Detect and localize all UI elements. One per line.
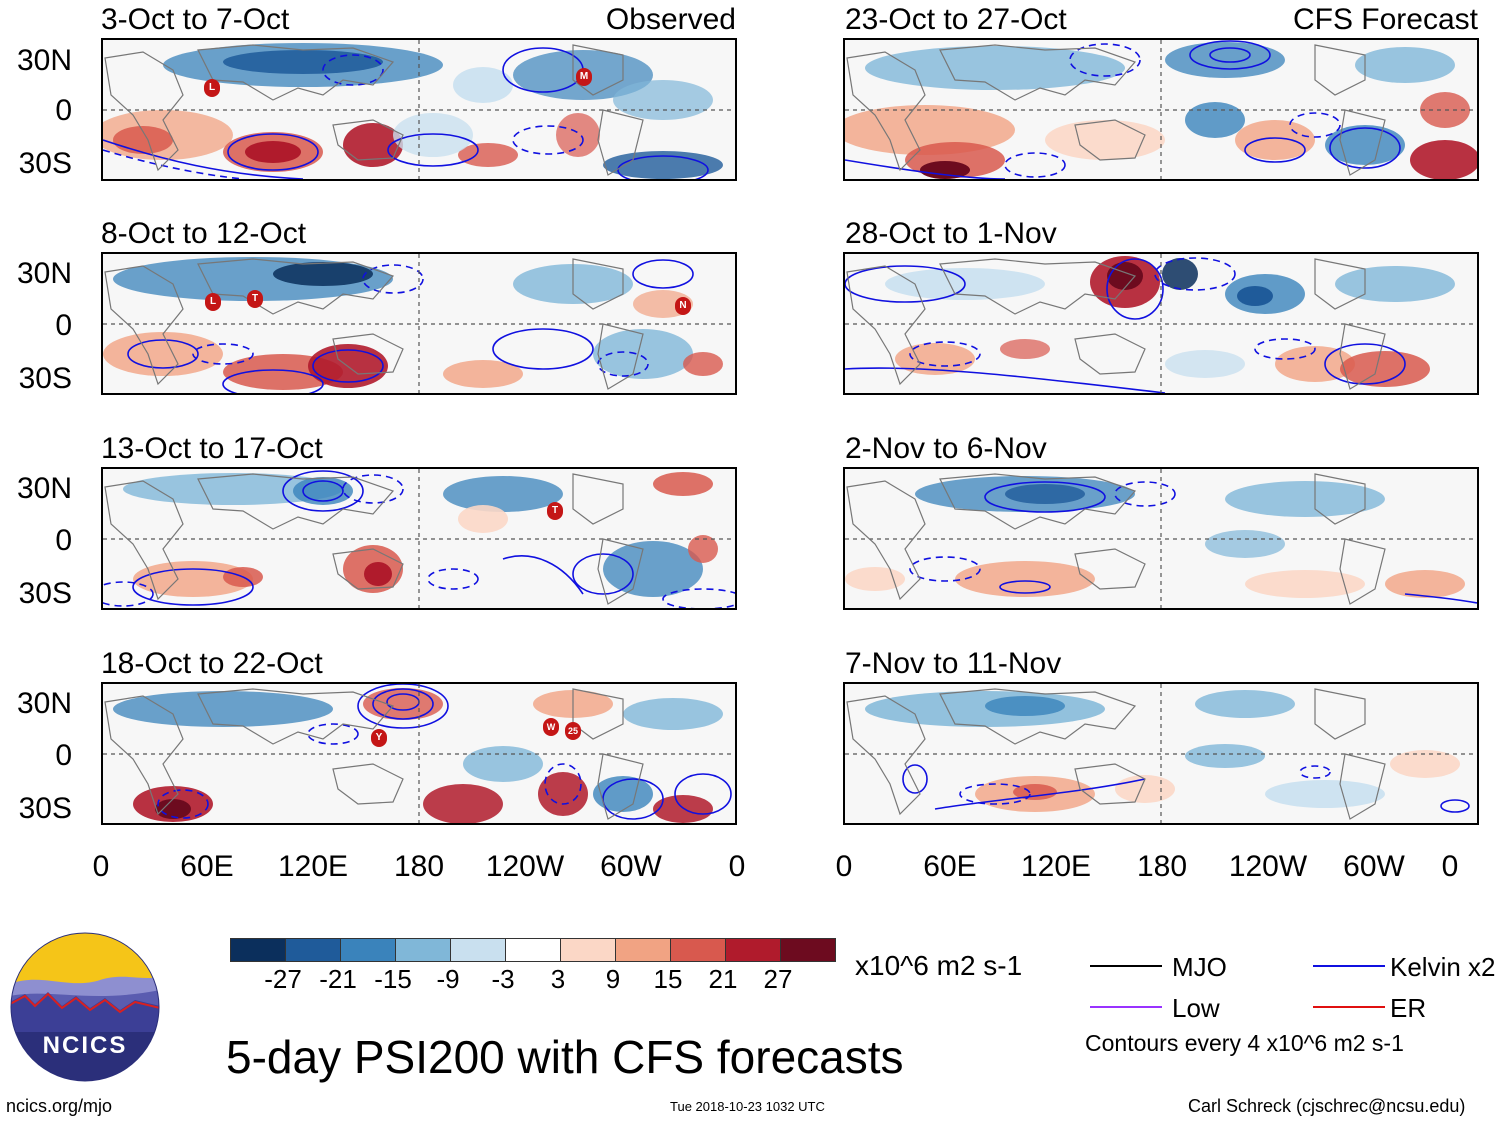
ncics-logo-icon bbox=[10, 932, 160, 1082]
colorbar-tick-8: 15 bbox=[653, 964, 683, 994]
ncics-logo-text: NCICS bbox=[42, 1032, 128, 1059]
lat-0-label-4: 0 bbox=[55, 739, 72, 772]
lon-60e-label-left: 60E bbox=[180, 850, 234, 883]
map-field-8 bbox=[845, 684, 1477, 823]
colorbar-tick-5: -3 bbox=[491, 964, 515, 994]
map-panel-6 bbox=[843, 467, 1479, 610]
panel-3-storm-2-icon: T bbox=[247, 290, 263, 308]
lon-0-label-right: 0 bbox=[835, 850, 853, 883]
panel-4-title: 28-Oct to 1-Nov bbox=[845, 217, 1057, 250]
legend-low-label: Low bbox=[1172, 993, 1220, 1023]
lat-0-label-1: 0 bbox=[55, 94, 72, 127]
panel-7-storm-1-icon: Y bbox=[371, 729, 387, 747]
legend-contour-note: Contours every 4 x10^6 m2 s-1 bbox=[1085, 1030, 1404, 1056]
lon-0-end-label-left: 0 bbox=[728, 850, 746, 883]
colorbar-swatch bbox=[395, 938, 451, 962]
colorbar-tick-4: -9 bbox=[436, 964, 460, 994]
panel-7-title: 18-Oct to 22-Oct bbox=[101, 647, 323, 680]
panel-2-tag: CFS Forecast bbox=[1292, 3, 1478, 36]
colorbar-swatch bbox=[560, 938, 616, 962]
map-panel-2 bbox=[843, 38, 1479, 181]
colorbar-tick-6: 3 bbox=[550, 964, 566, 994]
colorbar-swatch bbox=[670, 938, 726, 962]
map-field-3 bbox=[103, 254, 735, 393]
panel-3-title: 8-Oct to 12-Oct bbox=[101, 217, 307, 250]
legend-mjo-label: MJO bbox=[1172, 952, 1227, 982]
panel-1-title: 3-Oct to 7-Oct bbox=[101, 3, 290, 36]
map-panel-4 bbox=[843, 252, 1479, 395]
legend-kelvin-label: Kelvin x2 bbox=[1390, 952, 1496, 982]
colorbar-swatch bbox=[725, 938, 781, 962]
lon-60e-label-right: 60E bbox=[923, 850, 977, 883]
colorbar-swatch bbox=[340, 938, 396, 962]
lat-0-label-2: 0 bbox=[55, 309, 72, 342]
lat-0-label-3: 0 bbox=[55, 524, 72, 557]
map-field-1 bbox=[103, 40, 735, 179]
panel-5-title: 13-Oct to 17-Oct bbox=[101, 432, 323, 465]
map-panel-1 bbox=[101, 38, 737, 181]
colorbar-tick-1: -27 bbox=[264, 964, 302, 994]
lon-60w-label-left: 60W bbox=[600, 850, 662, 883]
lat-30s-label-2: 30S bbox=[18, 362, 72, 395]
colorbar-swatch bbox=[285, 938, 341, 962]
ncics-logo: NCICS bbox=[10, 932, 160, 1082]
lon-120w-label-right: 120W bbox=[1228, 850, 1308, 883]
colorbar-swatch bbox=[505, 938, 561, 962]
legend-kelvin-line bbox=[1313, 965, 1385, 967]
legend-er-label: ER bbox=[1390, 993, 1427, 1023]
map-field-4 bbox=[845, 254, 1477, 393]
lon-120e-label-right: 120E bbox=[1020, 850, 1092, 883]
map-panel-7 bbox=[101, 682, 737, 825]
lat-30n-label-1: 30N bbox=[16, 44, 72, 77]
colorbar-tick-9: 21 bbox=[708, 964, 738, 994]
lon-120e-label-left: 120E bbox=[277, 850, 349, 883]
map-field-2 bbox=[845, 40, 1477, 179]
legend-er-line bbox=[1313, 1006, 1385, 1008]
legend-low-line bbox=[1090, 1006, 1162, 1008]
colorbar-swatch bbox=[615, 938, 671, 962]
lon-120w-label-left: 120W bbox=[485, 850, 565, 883]
panel-6-title: 2-Nov to 6-Nov bbox=[845, 432, 1047, 465]
panel-1-storm-1-icon: L bbox=[204, 79, 220, 97]
panel-8-title: 7-Nov to 11-Nov bbox=[845, 647, 1062, 680]
panel-3-storm-1-icon: L bbox=[205, 293, 221, 311]
panel-1-tag: Observed bbox=[605, 3, 736, 36]
lat-30n-label-3: 30N bbox=[16, 472, 72, 505]
footer-timestamp: Tue 2018-10-23 1032 UTC bbox=[670, 1099, 825, 1114]
map-panel-8 bbox=[843, 682, 1479, 825]
legend-mjo-line bbox=[1090, 965, 1162, 967]
panel-3-storm-3-icon: N bbox=[675, 297, 691, 315]
panel-7-storm-3-icon: 25 bbox=[565, 722, 581, 740]
colorbar-swatch bbox=[780, 938, 836, 962]
figure-title: 5-day PSI200 with CFS forecasts bbox=[226, 1031, 904, 1083]
map-field-7 bbox=[103, 684, 735, 823]
map-panel-3 bbox=[101, 252, 737, 395]
colorbar-swatch bbox=[230, 938, 286, 962]
map-field-6 bbox=[845, 469, 1477, 608]
colorbar-tick-10: 27 bbox=[763, 964, 793, 994]
lat-30n-label-2: 30N bbox=[16, 257, 72, 290]
lat-30s-label-4: 30S bbox=[18, 792, 72, 825]
panel-1-storm-2-icon: M bbox=[576, 68, 592, 86]
lon-60w-label-right: 60W bbox=[1343, 850, 1405, 883]
footer-website[interactable]: ncics.org/mjo bbox=[6, 1096, 113, 1116]
panel-2-title: 23-Oct to 27-Oct bbox=[845, 3, 1067, 36]
lat-30n-label-4: 30N bbox=[16, 687, 72, 720]
colorbar-units: x10^6 m2 s-1 bbox=[855, 950, 1023, 981]
lon-180-label-right: 180 bbox=[1136, 850, 1188, 883]
footer-author: Carl Schreck (cjschrec@ncsu.edu) bbox=[1188, 1096, 1466, 1116]
colorbar-swatch bbox=[450, 938, 506, 962]
colorbar-tick-2: -21 bbox=[319, 964, 357, 994]
lat-30s-label-3: 30S bbox=[18, 577, 72, 610]
map-field-5 bbox=[103, 469, 735, 608]
lat-30s-label-1: 30S bbox=[18, 147, 72, 180]
map-panel-5 bbox=[101, 467, 737, 610]
panel-5-storm-1-icon: T bbox=[547, 502, 563, 520]
colorbar-tick-3: -15 bbox=[374, 964, 412, 994]
lon-180-label-left: 180 bbox=[393, 850, 445, 883]
lon-0-end-label-right: 0 bbox=[1441, 850, 1459, 883]
panel-7-storm-2-icon: W bbox=[543, 718, 559, 736]
lon-0-label-left: 0 bbox=[92, 850, 110, 883]
colorbar-tick-7: 9 bbox=[605, 964, 621, 994]
